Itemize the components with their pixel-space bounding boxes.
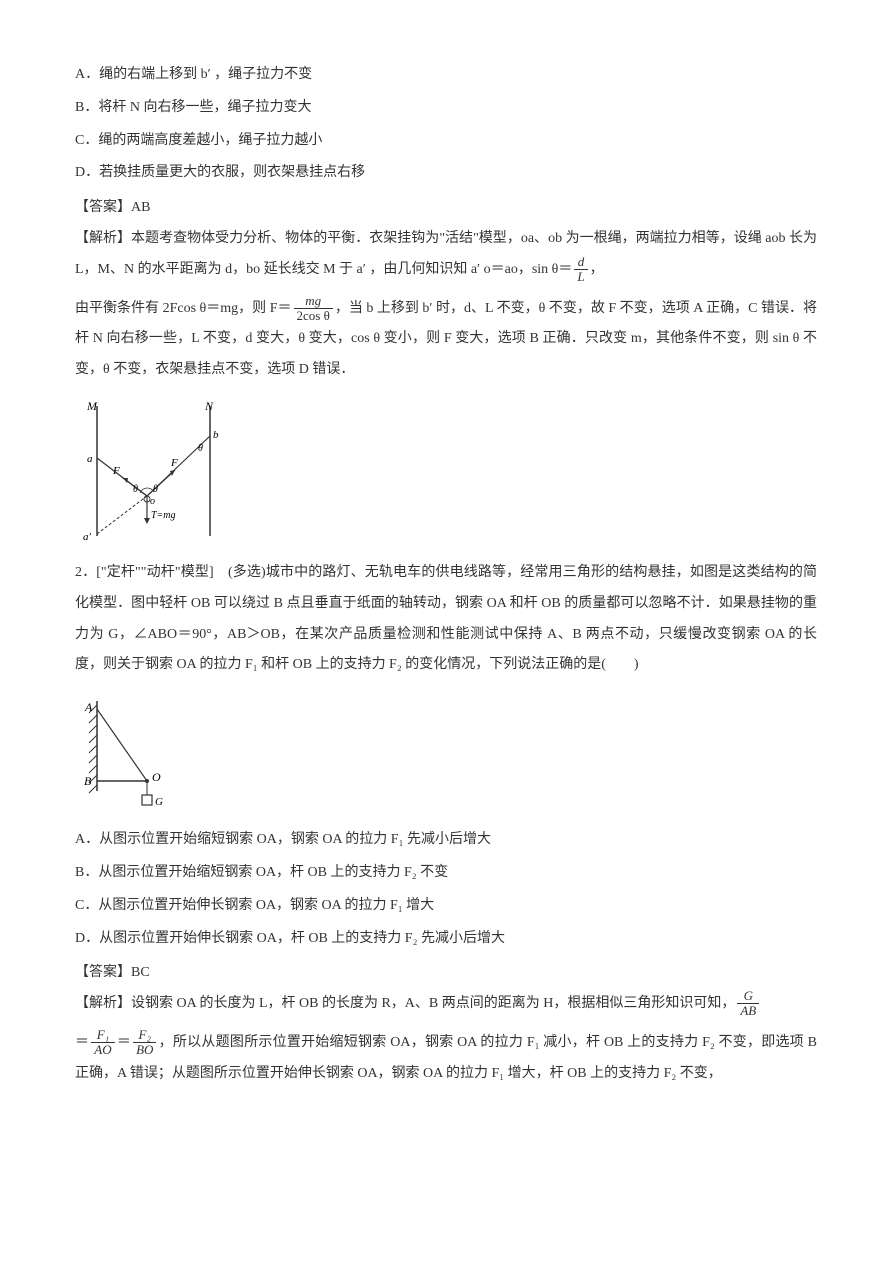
explanation-text: 由平衡条件有 2Fcos θ＝mg，则 F＝: [75, 301, 292, 316]
question-stem: 2．["定杆""动杆"模型] (多选)城市中的路灯、无轨电车的供电线路等，经常用…: [75, 558, 817, 681]
label-theta1: θ: [133, 484, 138, 495]
fraction-f1-over-ao: F₁AO: [91, 1028, 114, 1058]
explanation-text: ，: [590, 262, 604, 277]
diagram-rope-pulley: M N a b a′ o F F θ θ θ T=mg: [75, 396, 225, 544]
diagram-triangle-support: A B O G: [75, 691, 170, 811]
explanation-paragraph-2: ＝F₁AO＝F₂BO，所以从题图所示位置开始缩短钢索 OA，钢索 OA 的拉力 …: [75, 1028, 817, 1090]
answer-label: 【答案】BC: [75, 958, 817, 989]
explanation-paragraph-2: 由平衡条件有 2Fcos θ＝mg，则 F＝mg2cos θ，当 b 上移到 b…: [75, 294, 817, 386]
label-f2: F: [170, 457, 178, 469]
label-theta3: θ: [198, 443, 203, 454]
fraction-numerator: G: [737, 989, 759, 1004]
fraction-d-over-l: dL: [574, 255, 587, 285]
explanation-paragraph-1: 【解析】设钢索 OA 的长度为 L，杆 OB 的长度为 R，A、B 两点间的距离…: [75, 989, 817, 1020]
option-d: D．从图示位置开始伸长钢索 OA，杆 OB 上的支持力 F₂ 先减小后增大: [75, 924, 817, 955]
label-theta2: θ: [153, 484, 158, 495]
fraction-f2-over-bo: F₂BO: [133, 1028, 156, 1058]
label-m: M: [86, 399, 98, 413]
explanation-paragraph-1: 【解析】本题考查物体受力分析、物体的平衡．衣架挂钩为"活结"模型，oa、ob 为…: [75, 224, 817, 286]
fraction-g-over-ab: GAB: [737, 989, 759, 1019]
explanation-text: ＝: [117, 1035, 131, 1050]
label-o: O: [152, 770, 161, 784]
fraction-denominator: 2cos θ: [294, 309, 333, 323]
option-b: B．从图示位置开始缩短钢索 OA，杆 OB 上的支持力 F₂ 不变: [75, 858, 817, 889]
fraction-denominator: L: [574, 270, 587, 284]
label-b: b: [213, 429, 219, 441]
option-d: D．若换挂质量更大的衣服，则衣架悬挂点右移: [75, 158, 817, 189]
fraction-numerator: d: [574, 255, 587, 270]
option-a: A．从图示位置开始缩短钢索 OA，钢索 OA 的拉力 F₁ 先减小后增大: [75, 825, 817, 856]
fraction-mg-over-2costheta: mg2cos θ: [294, 294, 333, 324]
fraction-denominator: AB: [737, 1004, 759, 1018]
explanation-text: ＝: [75, 1035, 89, 1050]
label-a: a: [87, 453, 93, 465]
label-n: N: [204, 399, 214, 413]
explanation-text: 【解析】设钢索 OA 的长度为 L，杆 OB 的长度为 R，A、B 两点间的距离…: [75, 996, 735, 1011]
explanation-text: 【解析】本题考查物体受力分析、物体的平衡．衣架挂钩为"活结"模型，oa、ob 为…: [75, 231, 817, 277]
explanation-text: ，所以从题图所示位置开始缩短钢索 OA，钢索 OA 的拉力 F₁ 减小，杆 OB…: [75, 1035, 817, 1081]
label-b: B: [84, 774, 92, 788]
answer-label: 【答案】AB: [75, 193, 817, 224]
option-c: C．从图示位置开始伸长钢索 OA，钢索 OA 的拉力 F₁ 增大: [75, 891, 817, 922]
option-a: A．绳的右端上移到 b′ ，绳子拉力不变: [75, 60, 817, 91]
label-a: A: [84, 700, 93, 714]
fraction-numerator: F₂: [133, 1028, 156, 1043]
label-aprime: a′: [83, 531, 92, 543]
option-b: B．将杆 N 向右移一些，绳子拉力变大: [75, 93, 817, 124]
fraction-denominator: AO: [91, 1043, 114, 1057]
fraction-numerator: mg: [294, 294, 333, 309]
label-f1: F: [112, 465, 120, 477]
fraction-denominator: BO: [133, 1043, 156, 1057]
fraction-numerator: F₁: [91, 1028, 114, 1043]
label-o: o: [150, 496, 155, 507]
label-g: G: [155, 796, 163, 808]
label-t: T=mg: [151, 510, 176, 521]
option-c: C．绳的两端高度差越小，绳子拉力越小: [75, 126, 817, 157]
